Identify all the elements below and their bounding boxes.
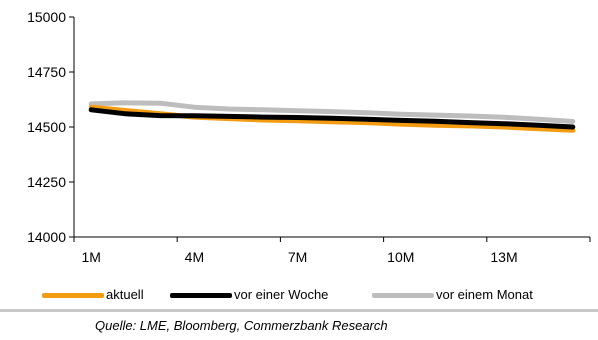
x-tick-label: 1M	[81, 249, 100, 265]
x-tick-label: 13M	[490, 249, 517, 265]
y-tick-label: 14250	[27, 174, 66, 190]
x-tick-label: 7M	[288, 249, 307, 265]
y-tick-label: 15000	[27, 9, 66, 25]
source-note: Quelle: LME, Bloomberg, Commerzbank Rese…	[95, 318, 388, 333]
legend-item-vor-einer-woche: vor einer Woche	[170, 286, 370, 304]
x-tick-label: 10M	[387, 249, 414, 265]
x-tick-label: 4M	[185, 249, 204, 265]
legend: aktuell vor einer Woche vor einem Monat	[0, 282, 598, 308]
series-line-vor-einem-monat	[88, 100, 576, 124]
legend-label: vor einem Monat	[436, 287, 533, 302]
y-tick-label: 14750	[27, 64, 66, 80]
legend-swatch-aktuell	[42, 293, 104, 298]
legend-label: vor einer Woche	[234, 287, 329, 302]
line-chart: 14000 14250 14500 14750 15000 1M 4M 7M 10M 13M	[27, 9, 591, 265]
y-tick-label: 14500	[27, 119, 66, 135]
separator-line	[0, 309, 598, 312]
legend-item-aktuell: aktuell	[42, 286, 182, 304]
legend-swatch-vor-einer-woche	[170, 293, 232, 298]
series-line-vor-einer-woche	[88, 107, 576, 130]
legend-label: aktuell	[106, 287, 144, 302]
y-tick-label: 14000	[27, 229, 66, 245]
legend-item-vor-einem-monat: vor einem Monat	[372, 286, 592, 304]
legend-swatch-vor-einem-monat	[372, 293, 434, 298]
